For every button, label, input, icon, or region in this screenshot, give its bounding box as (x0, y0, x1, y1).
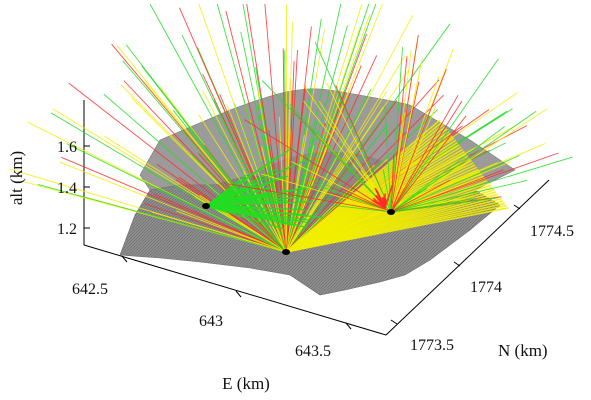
y-tick-mark (454, 262, 460, 266)
station-right (387, 209, 395, 215)
z-tick-label: 1.4 (57, 180, 77, 197)
station-center (282, 249, 290, 255)
z-tick-label: 1.2 (57, 221, 77, 238)
x-tick-label: 642.5 (72, 281, 108, 298)
x-tick-label: 643 (199, 313, 223, 330)
y-tick-label: 1774.5 (530, 223, 574, 240)
z-ticks: 1.6 1.4 1.2 (57, 139, 90, 238)
station-left (202, 203, 210, 209)
ray-line (286, 4, 287, 252)
y-tick-mark (391, 320, 397, 324)
z-axis-label: alt (km) (7, 151, 26, 205)
z-tick-label: 1.6 (57, 139, 77, 156)
y-axis-label: N (km) (498, 341, 548, 360)
x-tick-label: 643.5 (295, 343, 331, 360)
y-tick-label: 1774 (470, 279, 502, 296)
ray-line (206, 206, 247, 207)
y-tick-label: 1773.5 (410, 337, 454, 354)
y-tick-mark (514, 205, 520, 209)
x-axis-label: E (km) (222, 374, 270, 393)
